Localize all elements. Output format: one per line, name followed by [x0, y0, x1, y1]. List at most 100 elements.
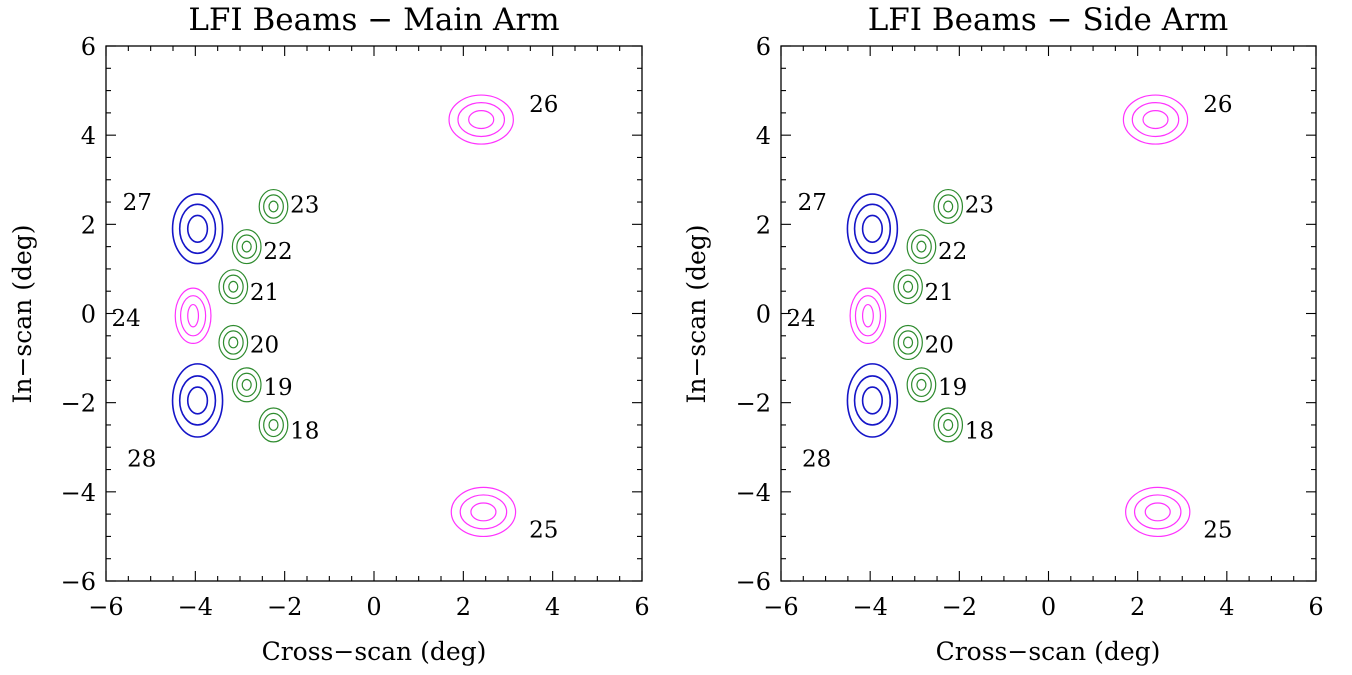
beam-contour — [222, 330, 244, 355]
beam-contour — [187, 303, 200, 328]
beam-25 — [450, 486, 517, 538]
x-tick-label: 0 — [366, 593, 381, 621]
beam-26 — [448, 94, 514, 145]
plot-frame — [105, 45, 643, 582]
beam-label: 23 — [965, 192, 994, 218]
beam-contour — [174, 287, 212, 344]
y-tick-label: 4 — [81, 122, 96, 150]
x-tick-label: 4 — [545, 593, 560, 621]
beam-contour — [893, 324, 923, 361]
chart-title: LFI Beams − Side Arm — [868, 2, 1229, 38]
beam-contour — [903, 280, 914, 293]
y-tick-label: 2 — [756, 211, 771, 239]
x-tick-label: 6 — [1308, 593, 1323, 621]
beam-contour — [1144, 502, 1171, 522]
y-axis-label: In−scan (deg) — [8, 224, 37, 403]
beam-27 — [171, 193, 224, 265]
beam-contour — [1142, 110, 1169, 130]
x-tick-label: −2 — [942, 593, 977, 621]
beam-label: 25 — [1203, 518, 1232, 544]
beam-contour — [861, 303, 874, 328]
beam-contour — [903, 336, 914, 349]
y-tick-label: 6 — [756, 33, 771, 61]
beam-contour — [448, 94, 514, 145]
beam-contour — [933, 407, 964, 443]
beam-22 — [231, 229, 262, 265]
beam-contour — [933, 188, 964, 225]
beam-contour — [179, 295, 207, 337]
beam-label: 22 — [938, 239, 967, 265]
beam-label: 26 — [529, 92, 558, 118]
beam-contour — [937, 412, 959, 438]
beam-21 — [893, 269, 923, 305]
beam-contour — [258, 407, 289, 443]
beam-contour — [186, 386, 209, 415]
beam-contour — [897, 330, 919, 355]
beam-label: 24 — [786, 306, 815, 332]
plot-frame — [780, 45, 1317, 582]
beam-contour — [268, 419, 279, 431]
beam-contour — [906, 367, 937, 403]
y-tick-label: −2 — [736, 390, 771, 418]
y-tick-label: 0 — [81, 301, 96, 329]
beam-contour — [268, 200, 279, 213]
beam-contour — [861, 214, 884, 243]
beam-contour — [236, 372, 258, 398]
y-tick-label: 2 — [81, 211, 96, 239]
beam-contour — [470, 502, 497, 522]
x-tick-label: 2 — [456, 593, 471, 621]
beam-contour — [916, 240, 927, 253]
beam-label: 23 — [290, 192, 319, 218]
beam-contour — [258, 188, 289, 225]
chart-title: LFI Beams − Main Arm — [188, 2, 559, 38]
beam-contour — [1122, 94, 1189, 145]
beam-contour — [186, 214, 209, 243]
beam-contour — [450, 486, 517, 538]
y-tick-label: −2 — [61, 390, 96, 418]
beam-label: 20 — [925, 333, 954, 359]
beam-contour — [228, 280, 239, 293]
beam-contour — [943, 419, 954, 431]
beam-23 — [933, 188, 964, 225]
beam-contour — [846, 193, 899, 265]
x-axis-label: Cross−scan (deg) — [262, 637, 487, 666]
y-axis-label: In−scan (deg) — [682, 224, 711, 403]
beam-label: 27 — [798, 190, 827, 216]
beam-20 — [218, 324, 249, 361]
beam-contour — [231, 229, 262, 265]
beam-18 — [933, 407, 964, 443]
x-tick-label: 4 — [1219, 593, 1234, 621]
y-tick-label: −6 — [736, 568, 771, 596]
y-tick-label: −4 — [61, 479, 96, 507]
beam-contour — [937, 194, 959, 219]
y-tick-label: −6 — [61, 568, 96, 596]
beam-26 — [1122, 94, 1189, 145]
beam-contour — [222, 274, 244, 299]
beam-contour — [893, 269, 923, 305]
beam-label: 19 — [263, 375, 292, 401]
beam-label: 24 — [111, 306, 140, 332]
beam-24 — [849, 287, 887, 344]
beam-contour — [171, 363, 224, 438]
beam-contour — [846, 363, 899, 438]
beam-27 — [846, 193, 899, 265]
beam-contour — [906, 229, 937, 265]
beam-contour — [1133, 494, 1182, 530]
beam-label: 21 — [925, 280, 954, 306]
x-tick-label: −4 — [852, 593, 887, 621]
beam-label: 21 — [250, 280, 279, 306]
y-tick-label: 4 — [756, 122, 771, 150]
beam-contour — [468, 110, 495, 130]
beam-contour — [231, 367, 262, 403]
beam-label: 28 — [802, 446, 831, 472]
beam-label: 18 — [290, 418, 319, 444]
beam-label: 19 — [938, 375, 967, 401]
beam-23 — [258, 188, 289, 225]
beam-label: 27 — [123, 190, 152, 216]
beam-label: 28 — [127, 446, 156, 472]
main-arm-panel: LFI Beams − Main Arm Cross−scan (deg) In… — [8, 2, 650, 666]
beam-19 — [231, 367, 262, 403]
beam-19 — [906, 367, 937, 403]
beam-contour — [854, 295, 882, 337]
